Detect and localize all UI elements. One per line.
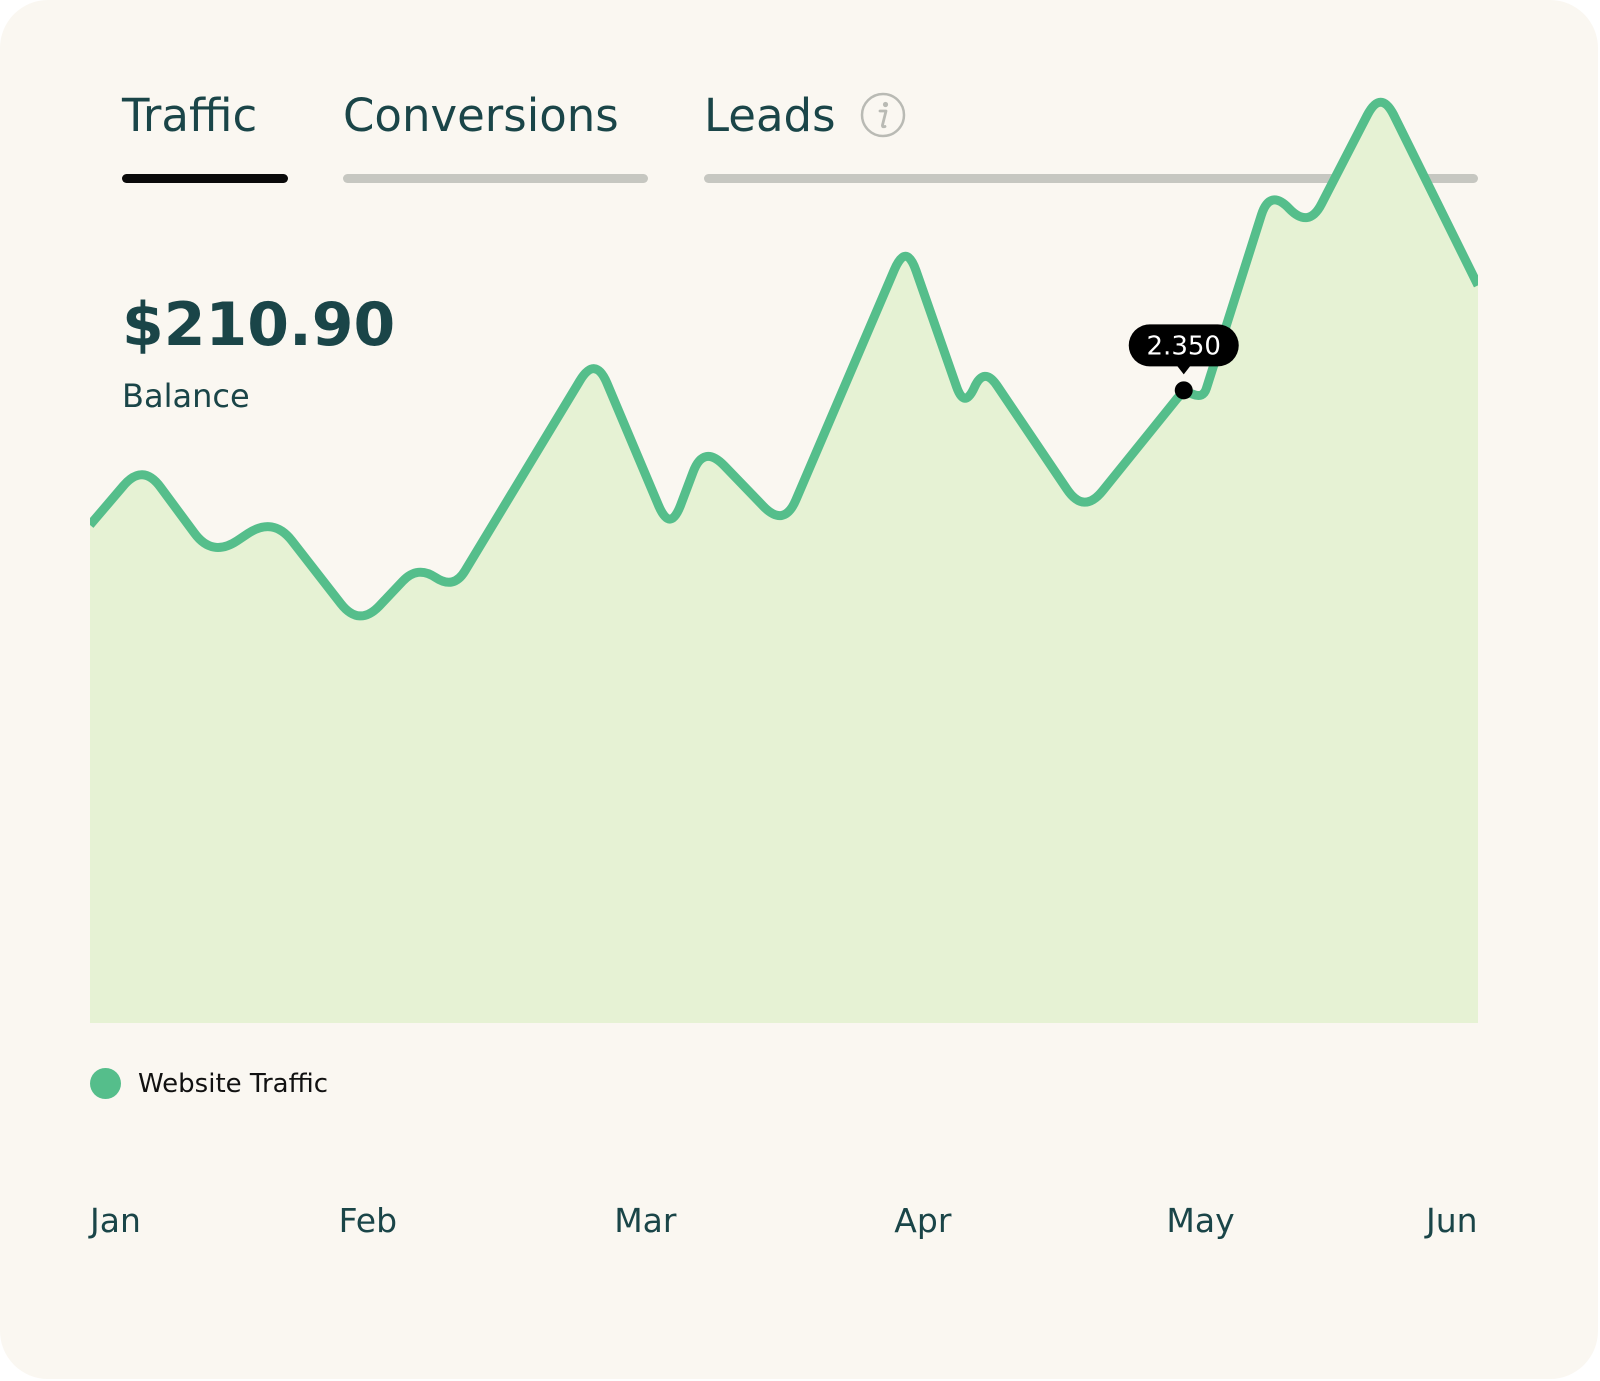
x-tick-jun: Jun: [1426, 1201, 1478, 1240]
balance-value: $210.90: [122, 290, 396, 360]
x-tick-feb: Feb: [338, 1201, 398, 1240]
legend-label: Website Traffic: [138, 1069, 329, 1099]
x-tick-apr: Apr: [894, 1201, 952, 1240]
tab-conversions-indicator: [343, 174, 648, 183]
tooltip-bubble: [1128, 324, 1239, 367]
tab-traffic-indicator: [122, 174, 288, 183]
tooltip-pointer: [1176, 365, 1191, 375]
x-tick-may: May: [1166, 1201, 1235, 1240]
tooltip-value: 2.350: [1147, 331, 1221, 361]
area-fill: [90, 102, 1478, 1023]
data-tooltip[interactable]: 2.350: [1128, 324, 1239, 400]
info-icon[interactable]: [860, 92, 906, 138]
balance-label: Balance: [122, 377, 250, 415]
tab-leads-indicator: [704, 174, 1478, 183]
tab-conversions-label: Conversions: [343, 89, 619, 142]
legend-swatch: [90, 1068, 121, 1099]
tooltip-point[interactable]: [1174, 381, 1193, 400]
x-tick-jan: Jan: [90, 1201, 141, 1240]
tab-traffic-label: Traffic: [122, 89, 258, 142]
x-tick-mar: Mar: [614, 1201, 677, 1240]
tab-bar: Traffic Conversions Leads: [0, 0, 1600, 200]
series-line-website-traffic: [90, 97, 1478, 621]
tab-leads-label: Leads: [704, 89, 836, 142]
